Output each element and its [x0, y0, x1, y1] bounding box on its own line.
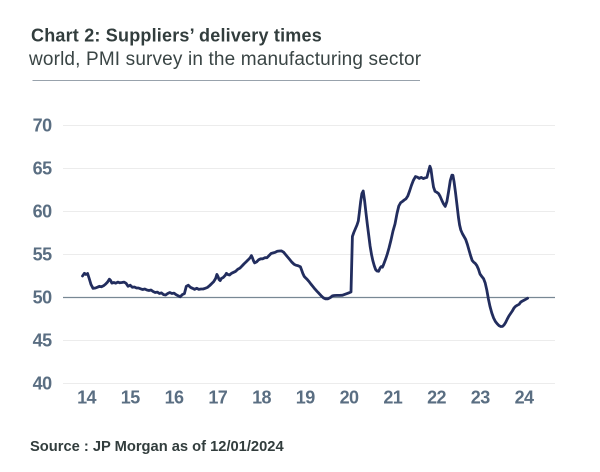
svg-text:45: 45 — [33, 331, 52, 351]
svg-text:17: 17 — [208, 388, 227, 408]
svg-text:15: 15 — [121, 388, 140, 408]
svg-text:65: 65 — [33, 159, 52, 179]
svg-text:Chart 2: Suppliers’ delivery t: Chart 2: Suppliers’ delivery times — [31, 25, 322, 45]
svg-text:50: 50 — [33, 288, 52, 308]
svg-text:40: 40 — [33, 374, 52, 394]
svg-text:70: 70 — [33, 116, 52, 136]
svg-text:19: 19 — [296, 388, 315, 408]
svg-text:18: 18 — [252, 388, 271, 408]
svg-text:21: 21 — [383, 388, 402, 408]
svg-text:55: 55 — [33, 245, 52, 265]
svg-text:20: 20 — [340, 388, 359, 408]
svg-text:14: 14 — [77, 388, 96, 408]
svg-text:23: 23 — [471, 388, 490, 408]
svg-text:world, PMI survey in the manuf: world, PMI survey in the manufacturing s… — [28, 49, 422, 70]
svg-text:16: 16 — [165, 388, 184, 408]
svg-text:60: 60 — [33, 202, 52, 222]
svg-text:22: 22 — [427, 388, 446, 408]
svg-text:Source : JP Morgan as of 12/01: Source : JP Morgan as of 12/01/2024 — [30, 439, 284, 455]
svg-text:24: 24 — [515, 388, 534, 408]
